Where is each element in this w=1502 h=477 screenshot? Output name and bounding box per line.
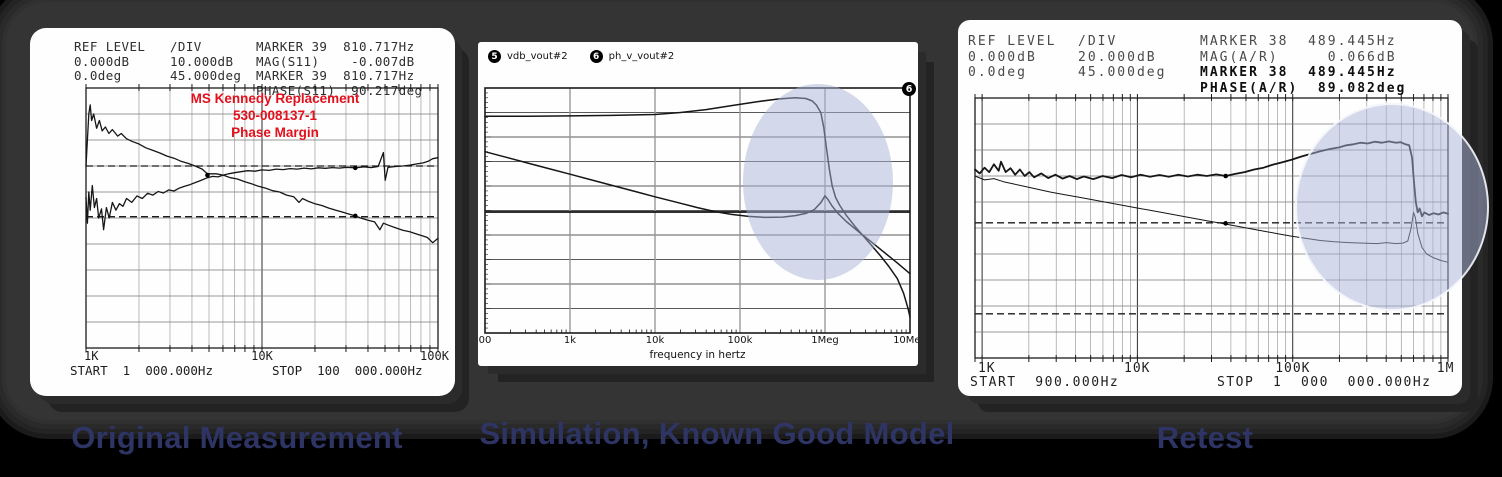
tick-100k: 100K (1275, 361, 1311, 376)
db-per-div: 10.000dB (170, 53, 234, 69)
start-frequency: START 900.000Hz (970, 375, 1120, 390)
mag-readout: MAG(S11) -0.007dB (256, 53, 415, 69)
annotation-line-1: MS Kennedy Replacement (190, 91, 360, 106)
marker-line-2: MARKER 38 489.445Hz (1200, 65, 1397, 80)
x-axis-title: frequency in hertz (649, 349, 746, 361)
ref-level-deg: 0.0deg (74, 68, 122, 83)
deg-per-div: 45.000deg (1078, 65, 1167, 80)
panel-original-measurement: REF LEVEL /DIV MARKER 39 810.717Hz 0.000… (30, 28, 455, 396)
tick-10meg: 10Meg (893, 335, 918, 346)
marker-line-1: MARKER 38 489.445Hz (1200, 34, 1397, 49)
sim-legend: 5 vdb_vout#2 6 ph_v_vout#2 (488, 50, 690, 63)
tick-1meg: 1Meg (811, 335, 839, 346)
tick-100k: 100K (420, 349, 449, 363)
start-frequency: START 1 000.000Hz (70, 363, 213, 378)
trace-6-badge-icon: 6 (589, 50, 603, 63)
per-div-label: /DIV (170, 39, 202, 54)
tick-10k: 10k (645, 335, 665, 346)
tick-1m: 1M (1436, 361, 1455, 376)
annotation-line-3: Phase Margin (231, 125, 319, 140)
bode-plot-original (85, 84, 439, 352)
red-annotation: MS Kennedy Replacement 530-008137-1 Phas… (130, 90, 420, 141)
stop-frequency: STOP 100 000.000Hz (272, 363, 423, 378)
trace-6-label: ph_v_vout#2 (608, 51, 675, 62)
trace-5-badge-icon: 5 (488, 50, 501, 63)
ref-level-db: 0.000dB (968, 49, 1037, 65)
tick-100: 00 (478, 335, 492, 346)
trace-5-label: vdb_vout#2 (507, 51, 568, 62)
caption-original-measurement: Original Measurement (71, 420, 403, 455)
bode-plot-simulation (484, 87, 911, 334)
trace-6-corner-badge-icon: 6 (902, 82, 916, 96)
phase-readout: PHASE(A/R) 89.082deg (1200, 80, 1407, 96)
tick-10k: 10K (251, 349, 273, 363)
db-per-div: 20.000dB (1078, 49, 1157, 65)
tick-1k: 1K (84, 349, 99, 363)
mag-readout: MAG(A/R) 0.066dB (1200, 49, 1397, 65)
annotation-line-2: 530-008137-1 (232, 108, 318, 123)
caption-retest: Retest (1156, 420, 1254, 455)
ref-level-label: REF LEVEL (74, 39, 146, 54)
bode-plot-retest (974, 94, 1449, 362)
panel-simulation: 5 vdb_vout#2 6 ph_v_vout#2 6 00 1k 10k 1… (478, 42, 918, 366)
tick-1k: 1K (977, 361, 996, 376)
stop-frequency: STOP 1 000 000.000Hz (1217, 375, 1432, 390)
ref-level-db: 0.000dB (74, 53, 130, 69)
caption-simulation: Simulation, Known Good Model (479, 416, 955, 451)
ref-level-label: REF LEVEL (968, 34, 1057, 49)
per-div-label: /DIV (1078, 34, 1118, 49)
analyzer-header-right: REF LEVEL /DIV MARKER 38 489.445Hz 0.000… (968, 34, 1406, 96)
tick-100k: 100k (727, 335, 753, 346)
marker-line-2: MARKER 39 810.717Hz (256, 68, 415, 83)
deg-per-div: 45.000deg (170, 68, 242, 83)
tick-10k: 10K (1123, 361, 1151, 376)
tick-1k: 1k (563, 335, 577, 346)
marker-line-1: MARKER 39 810.717Hz (256, 39, 415, 54)
panel-retest: REF LEVEL /DIV MARKER 38 489.445Hz 0.000… (958, 20, 1489, 396)
ref-level-deg: 0.0deg (968, 65, 1027, 80)
